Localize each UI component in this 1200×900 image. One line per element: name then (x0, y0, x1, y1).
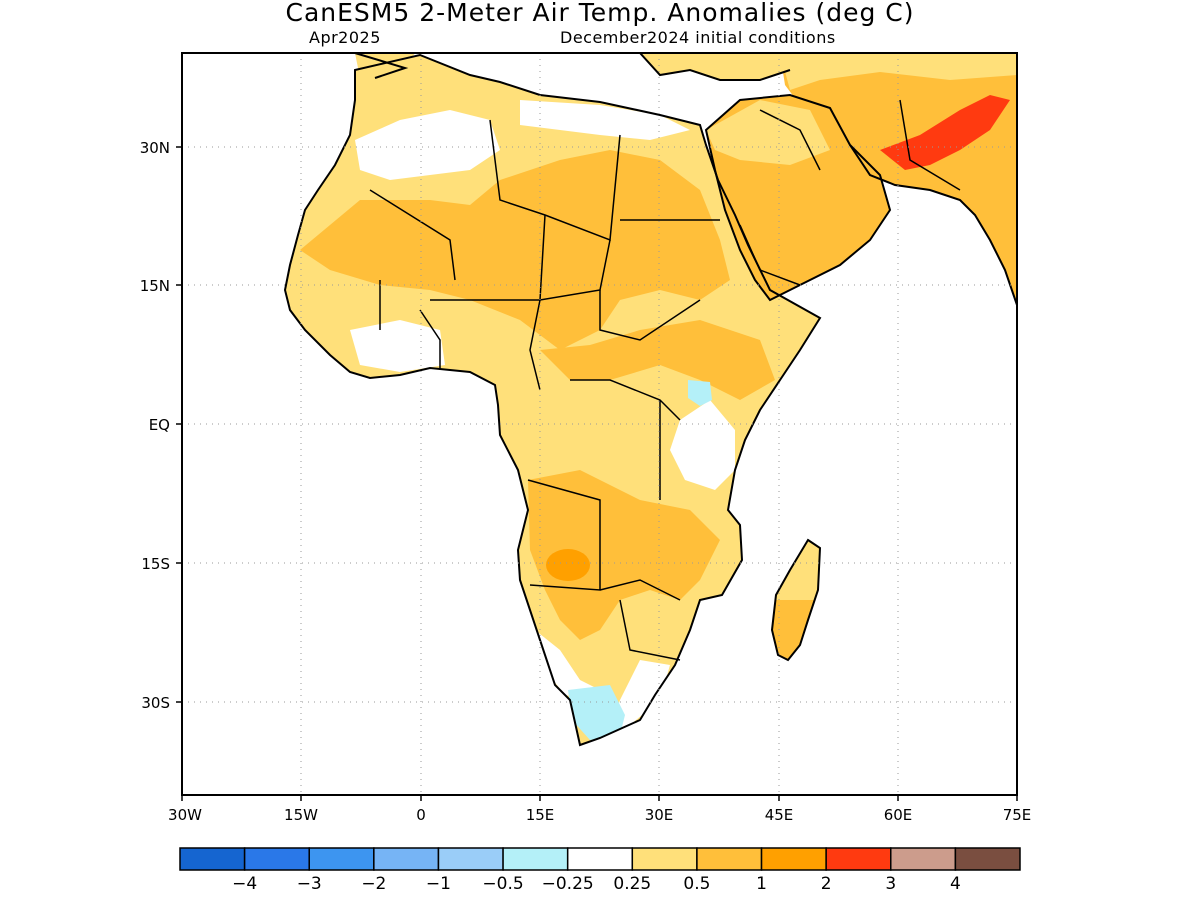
colorbar-swatch (502, 847, 569, 871)
map-title: CanESM5 2-Meter Air Temp. Anomalies (deg… (285, 0, 915, 27)
colorbar-swatch (566, 847, 634, 871)
europe-coastline (354, 53, 791, 81)
colorbar-label: 0.25 (613, 874, 651, 894)
nile-neutral-patch (520, 100, 690, 140)
lon-label: 30E (645, 806, 674, 824)
cape-neutral-patch (535, 630, 600, 700)
lon-label: 45E (765, 806, 794, 824)
colorbar-label: −2 (361, 874, 386, 894)
colorbar-swatch (179, 847, 246, 871)
colorbar-label: −0.5 (482, 874, 523, 894)
colorbar-swatch (373, 847, 440, 871)
colorbar-label: 1 (756, 874, 767, 894)
colorbar-swatch (890, 847, 957, 871)
sahara-neutral-patch (355, 110, 500, 180)
arabia-northern-band (706, 100, 830, 165)
lon-label: 75E (1003, 806, 1032, 824)
latitude-labels: 30N 15N EQ 15S 30S (140, 139, 170, 712)
colorbar-swatch (631, 847, 698, 871)
lon-label: 15W (284, 806, 318, 824)
longitude-labels: 30W 15W 0 15E 30E 45E 60E 75E (168, 806, 1031, 824)
lon-label: 0 (416, 806, 426, 824)
sahara-warm-band (300, 150, 730, 350)
colorbar-swatch (760, 847, 827, 871)
lat-label: 30S (141, 694, 170, 712)
south-africa-neutral-patch (610, 660, 670, 730)
southern-africa-warm-band (528, 470, 720, 640)
lat-label: 15N (140, 277, 170, 295)
arabia-coastline (704, 93, 892, 302)
colorbar-label: −1 (426, 874, 451, 894)
colorbar-swatch (954, 847, 1021, 871)
forecast-month: Apr2025 (309, 28, 381, 47)
cape-cool-anomaly (568, 685, 625, 740)
colorbar-label: 4 (950, 874, 961, 894)
colorbar-swatch (308, 847, 375, 871)
madagascar-coastline (770, 538, 822, 662)
namibia-hotspot (546, 549, 590, 581)
colorbar-label: −3 (297, 874, 322, 894)
lat-lon-grid (182, 53, 1017, 795)
asia-coastline (849, 144, 1017, 306)
east-africa-neutral-patch (670, 400, 735, 490)
colorbar-label: 0.5 (683, 874, 710, 894)
colorbar-swatch (437, 847, 504, 871)
lake-victoria-cool-anomaly (688, 380, 712, 406)
anatolia-fill (640, 53, 790, 80)
coastal-west-africa-neutral (350, 320, 445, 372)
colorbar-label: −0.25 (542, 874, 594, 894)
lat-label: EQ (149, 416, 170, 434)
lon-label: 30W (168, 806, 202, 824)
lon-label: 60E (884, 806, 913, 824)
colorbar-label: 2 (821, 874, 832, 894)
colorbar-label: 3 (885, 874, 896, 894)
colorbar-swatch (696, 847, 763, 871)
colorbar-swatch (243, 847, 310, 871)
lat-label: 15S (141, 555, 170, 573)
colorbar-label: −4 (232, 874, 257, 894)
colorbar: −4 −3 −2 −1 −0.5 −0.25 0.25 0.5 1 2 3 4 (179, 847, 1021, 894)
iran-afghanistan-hotspot (880, 95, 1010, 170)
colorbar-swatch (825, 847, 892, 871)
initial-conditions: December2024 initial conditions (560, 28, 836, 47)
axis-ticks (176, 146, 1018, 801)
lat-label: 30N (140, 139, 170, 157)
country-borders (369, 99, 961, 661)
africa-coastline (283, 53, 822, 747)
lon-label: 15E (526, 806, 555, 824)
